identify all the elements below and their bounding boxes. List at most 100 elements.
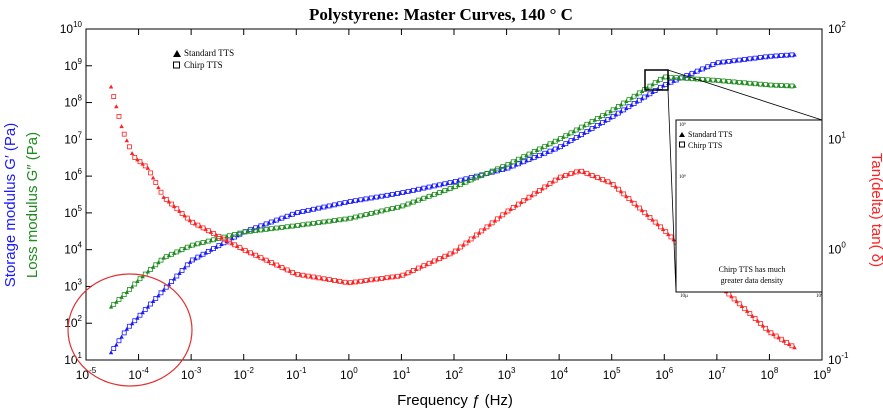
loss-point — [145, 269, 151, 274]
tan-point — [450, 250, 455, 255]
tan-point — [292, 271, 298, 276]
loss-point — [771, 82, 776, 87]
y-left-tick-label: 106 — [64, 167, 82, 183]
storage-point — [361, 197, 366, 202]
x-tick-label: 105 — [603, 366, 621, 382]
tan-point — [487, 222, 492, 227]
storage-point — [108, 350, 114, 355]
storage-point — [718, 60, 724, 65]
tan-point — [116, 113, 122, 119]
loss-point — [687, 76, 692, 81]
x-tick-label: 10-3 — [181, 366, 202, 382]
tan-point — [634, 203, 639, 208]
tan-point — [663, 229, 669, 235]
storage-point — [177, 271, 182, 276]
tan-point — [668, 234, 674, 240]
tan-point — [731, 296, 737, 302]
loss-point — [308, 221, 314, 226]
loss-point — [303, 222, 308, 227]
tan-point — [387, 275, 392, 280]
tan-point — [250, 251, 256, 256]
loss-point — [203, 239, 208, 244]
tan-point — [148, 170, 153, 176]
storage-point — [121, 330, 127, 336]
tan-point — [736, 301, 742, 307]
tan-point — [229, 241, 235, 246]
loss-point — [387, 206, 392, 211]
tan-point — [629, 198, 634, 203]
storage-point — [303, 208, 308, 213]
tan-point — [618, 189, 624, 194]
storage-point — [403, 189, 408, 194]
tan-point — [773, 333, 779, 339]
loss-point — [214, 236, 219, 241]
tan-point — [182, 213, 187, 218]
tan-point — [208, 229, 214, 234]
legend: Standard TTS Chirp TTS — [173, 48, 234, 70]
tan-point — [763, 325, 768, 331]
tan-point — [392, 274, 398, 279]
storage-point — [434, 183, 440, 188]
tan-point — [778, 336, 784, 342]
storage-point — [776, 53, 781, 58]
tan-point — [482, 226, 487, 231]
storage-point — [376, 194, 382, 199]
x-tick-label: 103 — [498, 366, 516, 382]
tan-point — [781, 338, 787, 343]
storage-point — [450, 179, 455, 184]
tan-point — [224, 238, 229, 243]
tan-point — [463, 240, 469, 246]
tan-point — [757, 320, 763, 326]
tan-point — [153, 180, 159, 185]
loss-point — [114, 299, 119, 304]
tan-point — [174, 206, 180, 212]
tan-point — [768, 330, 774, 336]
loss-point — [766, 82, 771, 87]
loss-point — [229, 232, 235, 237]
loss-point — [671, 75, 676, 80]
tan-point — [108, 84, 114, 89]
tan-point — [247, 250, 253, 256]
loss-point — [539, 145, 545, 150]
tan-point — [319, 276, 324, 281]
storage-point — [629, 102, 634, 107]
loss-point — [781, 83, 787, 88]
tan-point — [187, 218, 193, 223]
tan-point — [203, 227, 208, 232]
loss-point — [660, 75, 666, 80]
loss-point — [329, 218, 335, 223]
storage-point — [387, 192, 392, 197]
inset-y-tick-bottom: 10⁸ — [679, 174, 686, 180]
storage-point — [150, 299, 156, 304]
storage-point — [455, 178, 461, 183]
tan-point — [645, 212, 650, 217]
storage-point — [713, 61, 718, 66]
storage-point — [145, 304, 151, 309]
tan-point — [742, 306, 747, 312]
inset-chirp-marker — [679, 141, 685, 148]
tan-point — [240, 246, 245, 251]
storage-point — [440, 182, 445, 187]
x-tick-label: 108 — [761, 366, 779, 382]
storage-point — [345, 199, 350, 204]
tan-point — [468, 236, 474, 242]
inset-note-line1: Chirp TTS has much — [719, 265, 786, 274]
tan-point — [508, 207, 513, 212]
loss-point — [324, 219, 329, 224]
tan-point — [161, 194, 166, 199]
loss-point — [545, 142, 550, 147]
tan-point — [163, 196, 169, 202]
tan-point — [587, 172, 592, 177]
storage-point — [187, 259, 193, 264]
storage-point — [355, 198, 361, 203]
tan-point — [489, 220, 495, 226]
tan-point — [610, 182, 616, 187]
storage-point — [645, 93, 650, 98]
loss-point — [245, 229, 250, 234]
zoom-connector-line — [667, 69, 823, 121]
legend-square-marker — [173, 61, 180, 69]
tan-point — [345, 280, 350, 285]
tan-point — [613, 184, 618, 189]
tan-point — [545, 183, 550, 188]
storage-point — [466, 175, 471, 180]
